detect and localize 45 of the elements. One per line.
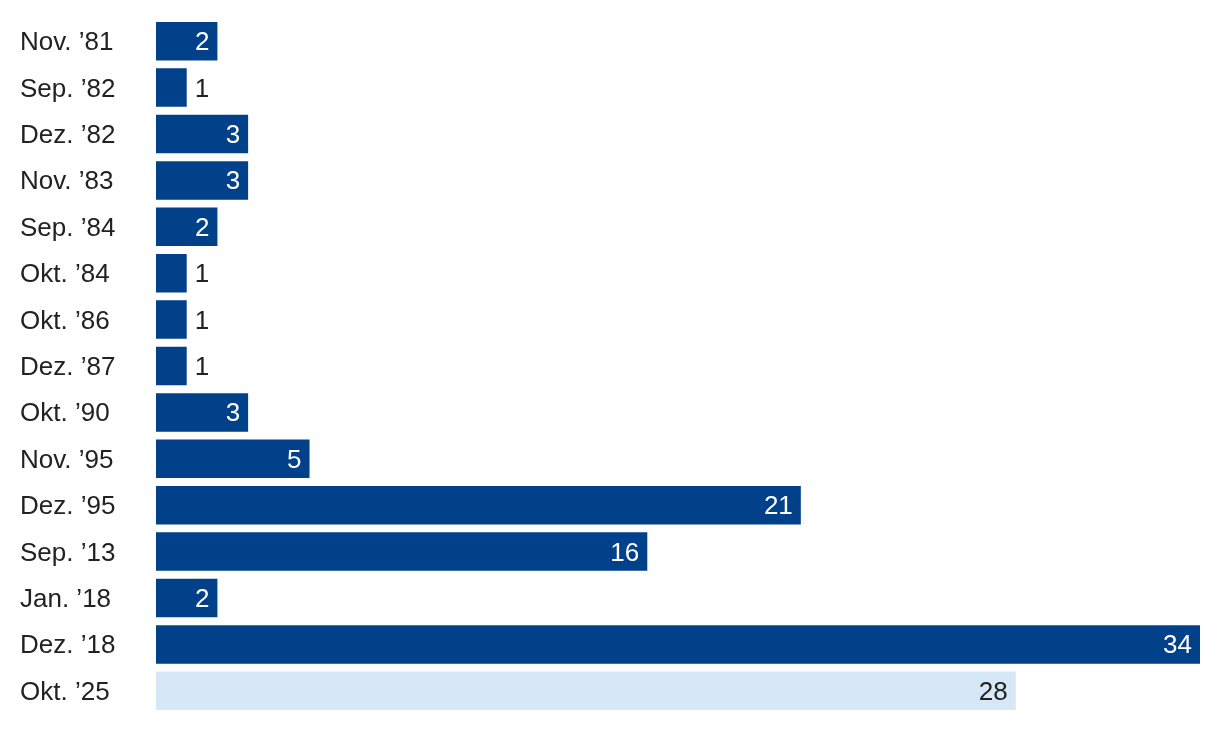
data-label: 3 xyxy=(225,165,241,196)
data-label: 1 xyxy=(194,258,210,289)
y-tick-label: Nov. ’81 xyxy=(20,26,114,57)
y-tick-label: Dez. ’18 xyxy=(20,629,116,660)
data-label: 34 xyxy=(1163,629,1192,660)
bar xyxy=(156,253,187,293)
y-tick-label: Sep. ’82 xyxy=(20,72,116,103)
data-label: 3 xyxy=(225,397,241,428)
bar xyxy=(156,68,187,107)
y-tick-label: Okt. ’86 xyxy=(20,304,110,335)
bar xyxy=(156,671,1016,711)
data-label: 2 xyxy=(194,583,210,613)
data-label: 2 xyxy=(194,211,210,242)
bar xyxy=(156,21,218,61)
data-label: 21 xyxy=(763,490,793,521)
y-tick-label: Sep. ’13 xyxy=(20,536,116,567)
bar xyxy=(156,485,801,525)
bar xyxy=(156,300,187,339)
y-tick-label: Nov. ’83 xyxy=(20,165,114,196)
y-tick-label: Okt. ’25 xyxy=(20,675,110,706)
bar xyxy=(156,439,310,479)
y-tick-label: Sep. ’84 xyxy=(20,211,116,242)
data-label: 28 xyxy=(978,675,1008,706)
bar xyxy=(156,207,218,247)
data-label: 1 xyxy=(194,72,210,103)
y-tick-label: Okt. ’90 xyxy=(20,397,110,428)
bar xyxy=(156,114,249,154)
data-label: 1 xyxy=(194,304,210,335)
y-tick-label: Jan. ’18 xyxy=(20,583,112,613)
bar xyxy=(156,625,1200,664)
y-tick-label: Dez. ’82 xyxy=(20,119,116,149)
bar xyxy=(156,393,249,432)
y-tick-label: Nov. ’95 xyxy=(20,443,114,474)
data-label: 5 xyxy=(287,443,302,474)
y-tick-label: Okt. ’84 xyxy=(20,258,110,289)
data-label: 3 xyxy=(225,119,241,149)
data-label: 2 xyxy=(194,26,210,57)
y-tick-label: Dez. ’95 xyxy=(20,490,116,521)
y-tick-label: Dez. ’87 xyxy=(20,351,116,381)
bar xyxy=(156,346,187,386)
data-label: 1 xyxy=(194,351,210,381)
data-label: 16 xyxy=(610,536,640,567)
bar xyxy=(156,532,648,571)
bar xyxy=(156,578,218,618)
bar xyxy=(156,161,249,200)
